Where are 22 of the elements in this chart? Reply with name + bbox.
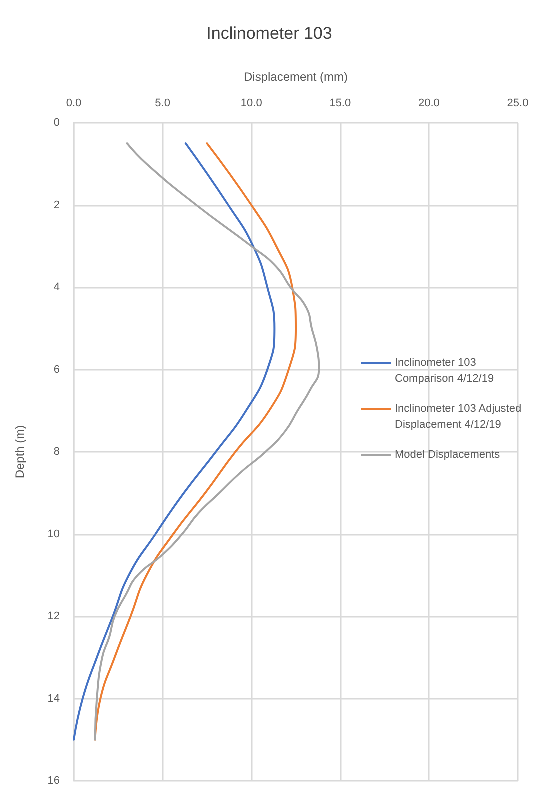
legend-label: Inclinometer 103 Comparison 4/12/19: [395, 356, 496, 387]
x-axis-title: Displacement (mm): [244, 70, 348, 84]
y-tick-label: 6: [54, 364, 60, 376]
y-tick-label: 12: [48, 610, 60, 622]
chart-title: Inclinometer 103: [206, 24, 332, 43]
y-tick-label: 2: [54, 199, 60, 212]
x-tick-label: 5.0: [155, 98, 170, 110]
x-tick-label: 20.0: [418, 98, 440, 110]
x-tick-label: 0.0: [66, 98, 82, 110]
y-tick-label: 4: [54, 282, 60, 294]
x-tick-label: 10.0: [240, 98, 262, 110]
y-tick-label: 0: [54, 117, 60, 129]
x-tick-label: 25.0: [507, 98, 529, 110]
y-tick-label: 10: [48, 528, 60, 540]
legend-label: Model Displacements: [395, 448, 502, 463]
x-tick-label: 15.0: [330, 98, 352, 110]
y-axis-title: Depth (m): [13, 425, 27, 479]
y-tick-label: 8: [54, 446, 60, 458]
y-tick-label: 14: [48, 692, 60, 705]
legend-label: Inclinometer 103 Adjusted Displacement 4/12/19: [395, 402, 523, 433]
y-tick-label: 16: [48, 775, 60, 787]
line-series: [73, 142, 276, 741]
